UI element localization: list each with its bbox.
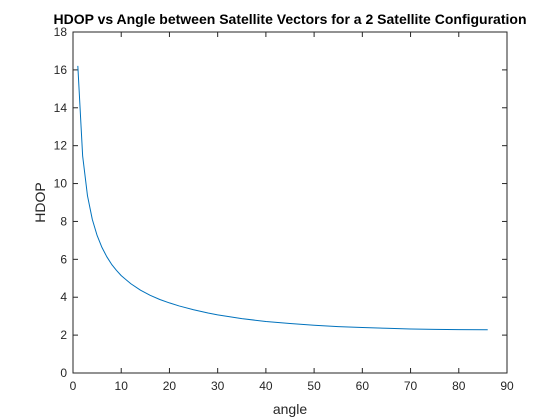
- x-tick-label: 40: [259, 379, 273, 393]
- y-tick-label: 10: [54, 177, 68, 191]
- x-tick-label: 80: [452, 379, 466, 393]
- x-tick-label: 50: [307, 379, 321, 393]
- y-tick-label: 6: [60, 252, 67, 266]
- x-tick-label: 20: [163, 379, 177, 393]
- y-tick-label: 4: [60, 290, 67, 304]
- chart-title: HDOP vs Angle between Satellite Vectors …: [53, 11, 526, 27]
- y-tick-label: 8: [60, 214, 67, 228]
- y-tick-label: 12: [54, 139, 68, 153]
- x-tick-label: 70: [404, 379, 418, 393]
- x-axis-label: angle: [273, 401, 307, 417]
- y-tick-label: 14: [54, 101, 68, 115]
- y-tick-label: 0: [60, 366, 67, 380]
- x-tick-label: 90: [500, 379, 514, 393]
- series-line-0: [77, 65, 488, 331]
- x-tick-label: 0: [70, 379, 77, 393]
- y-tick-label: 18: [54, 25, 68, 39]
- plot-area: [72, 31, 508, 374]
- series-layer: [77, 65, 488, 331]
- y-tick-label: 16: [54, 63, 68, 77]
- x-tick-label: 10: [115, 379, 129, 393]
- axis-ticks: 0 10 20 30 40 50 60 70 80 90 0 2 4 6 8 10 12 14 16 18: [54, 25, 514, 393]
- y-tick-label: 2: [60, 328, 67, 342]
- y-axis-label: HDOP: [32, 182, 48, 222]
- x-tick-label: 60: [356, 379, 370, 393]
- x-tick-label: 30: [211, 379, 225, 393]
